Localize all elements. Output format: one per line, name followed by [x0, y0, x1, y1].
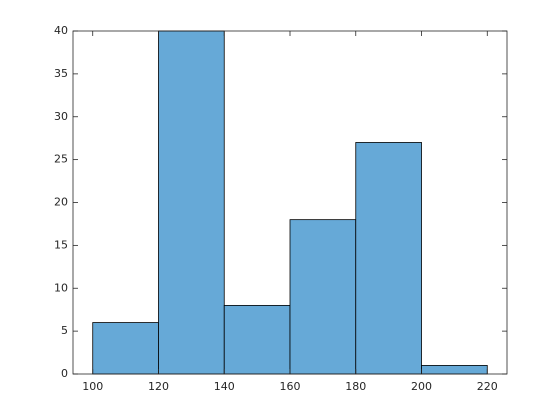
y-tick-label: 40	[54, 24, 68, 37]
x-tick-label: 120	[148, 380, 169, 393]
y-tick-label: 15	[54, 238, 68, 251]
y-tick-label: 10	[54, 281, 68, 294]
bar	[289, 219, 357, 375]
x-tick-label: 220	[477, 380, 498, 393]
bar	[421, 365, 488, 375]
x-tick-label: 200	[411, 380, 432, 393]
y-tick-label: 0	[61, 367, 68, 380]
y-tick-label: 35	[54, 67, 68, 80]
bar	[92, 322, 159, 375]
y-tick-label: 30	[54, 110, 68, 123]
x-tick-label: 140	[214, 380, 235, 393]
x-tick-label: 180	[345, 380, 366, 393]
y-tick-label: 25	[54, 153, 68, 166]
x-tick-label: 100	[82, 380, 103, 393]
bar	[223, 304, 291, 375]
bar	[355, 142, 422, 375]
y-tick-label: 20	[54, 196, 68, 209]
x-tick-label: 160	[280, 380, 301, 393]
bar	[158, 30, 225, 375]
y-tick-label: 5	[61, 324, 68, 337]
